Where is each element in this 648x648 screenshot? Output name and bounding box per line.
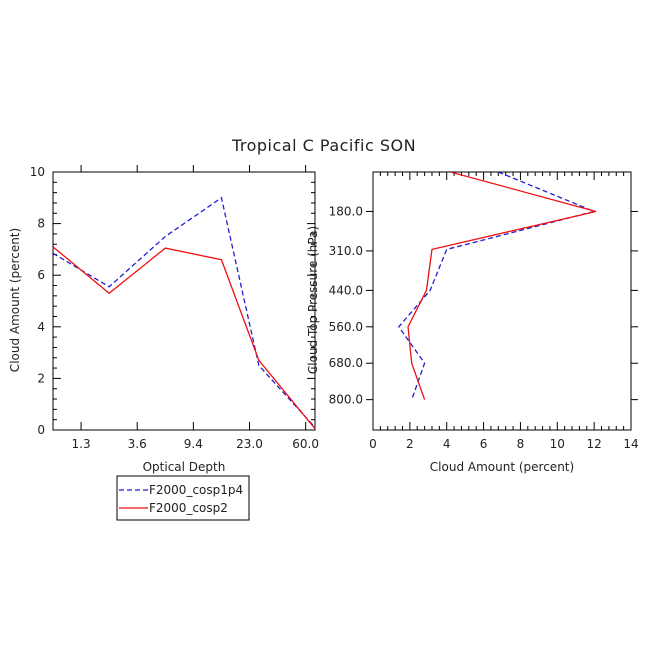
left-plot-frame [52,171,316,431]
chart-title: Tropical C Pacific SON [231,136,416,155]
right-y-tick-label: 560.0 [329,320,363,334]
right-series-cosp2-line [407,172,597,400]
left-y-tick-label: 8 [37,217,45,231]
right-x-tick-label: 6 [480,437,488,451]
left-x-tick-label: 1.3 [72,437,91,451]
legend: F2000_cosp1p4 F2000_cosp2 [116,475,250,521]
right-x-axis-label: Cloud Amount (percent) [430,460,574,474]
right-y-tick-label: 310.0 [329,244,363,258]
left-x-tick-label: 60.0 [292,437,319,451]
right-series-cosp1p4-line [397,172,597,400]
right-y-tick-label: 180.0 [329,204,363,218]
right-y-tick-label: 800.0 [329,393,363,407]
left-y-tick-label: 10 [30,165,45,179]
right-x-tick-label: 10 [550,437,565,451]
left-y-tick-label: 0 [37,423,45,437]
left-x-axis-label: Optical Depth [143,460,226,474]
right-x-tick-label: 2 [406,437,414,451]
legend-label-cosp1p4: F2000_cosp1p4 [149,483,243,497]
left-panel: 0 2 4 6 8 10 1.3 3.6 9.4 23.0 60.0 [30,165,319,451]
right-plot-frame [372,171,632,431]
right-x-tick-label: 12 [587,437,602,451]
left-y-tick-label: 6 [37,268,45,282]
left-x-tick-label: 9.4 [184,437,203,451]
right-y-tick-label: 440.0 [329,283,363,297]
left-x-tick-label: 23.0 [236,437,263,451]
legend-box [116,475,250,521]
left-series-cosp2-line [52,246,316,430]
legend-label-cosp2: F2000_cosp2 [149,501,228,515]
right-x-tick-label: 0 [369,437,377,451]
left-y-tick-label: 4 [37,320,45,334]
left-y-axis-label: Cloud Amount (percent) [8,228,22,372]
left-x-tick-label: 3.6 [128,437,147,451]
right-y-axis-label: Cloud Top Pressure (hPa) [306,226,320,374]
right-panel: 0 2 4 6 8 10 12 14 180.0 310.0 440.0 560.0 680.0 800.… [329,171,639,451]
right-y-tick-label: 680.0 [329,356,363,370]
right-x-tick-label: 4 [443,437,451,451]
left-series-cosp1p4-line [52,196,316,428]
left-y-tick-label: 2 [37,371,45,385]
right-x-tick-label: 14 [623,437,638,451]
right-x-tick-label: 8 [517,437,525,451]
